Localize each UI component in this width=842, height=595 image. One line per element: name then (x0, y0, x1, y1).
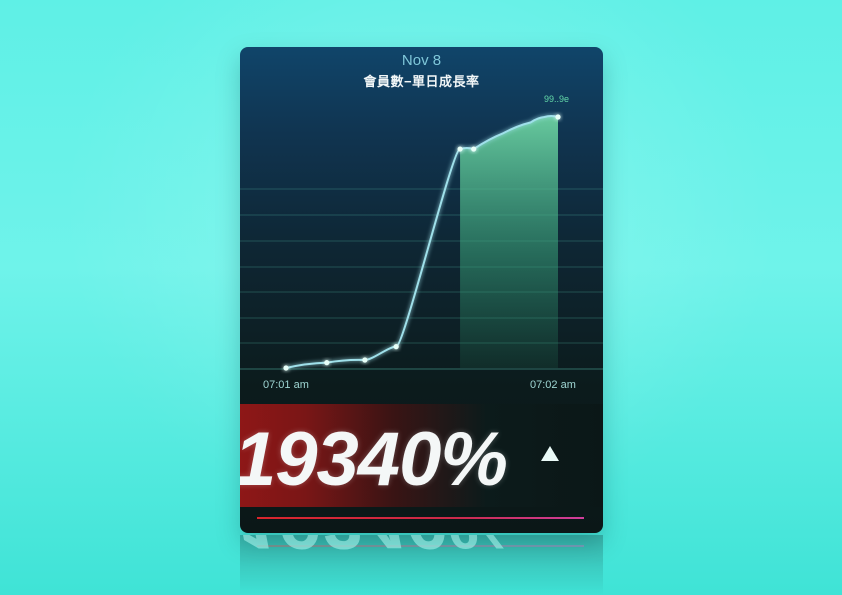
card-reflection: 19340% (240, 535, 603, 595)
data-point (555, 114, 561, 120)
reflection-underline (257, 545, 584, 547)
data-point (393, 344, 399, 350)
card-date: Nov 8 (401, 52, 442, 69)
reflection-percentage: 19340% (240, 535, 513, 565)
x-tick-end: 07:02 am (530, 379, 576, 391)
triangle-up-icon (541, 446, 559, 461)
x-tick-start: 07:01 am (263, 379, 309, 391)
card-title: 會員數−單日成長率 (363, 74, 480, 89)
growth-percentage: 19340% (240, 417, 508, 502)
stats-card: Nov 8 會員數−單日成長率 99..9e 07:01 am 07:02 am… (240, 47, 603, 533)
reflection-gradient (240, 535, 603, 595)
growth-chart (240, 114, 603, 371)
data-point (362, 357, 368, 363)
peak-annotation: 99..9e (544, 94, 570, 104)
data-point (471, 146, 477, 152)
data-point (324, 360, 330, 366)
chart-area (460, 116, 558, 369)
chart-points (283, 114, 561, 371)
accent-underline (257, 517, 584, 519)
metric-band: 19340% (240, 404, 603, 507)
data-point (457, 146, 463, 152)
data-point (283, 365, 289, 371)
